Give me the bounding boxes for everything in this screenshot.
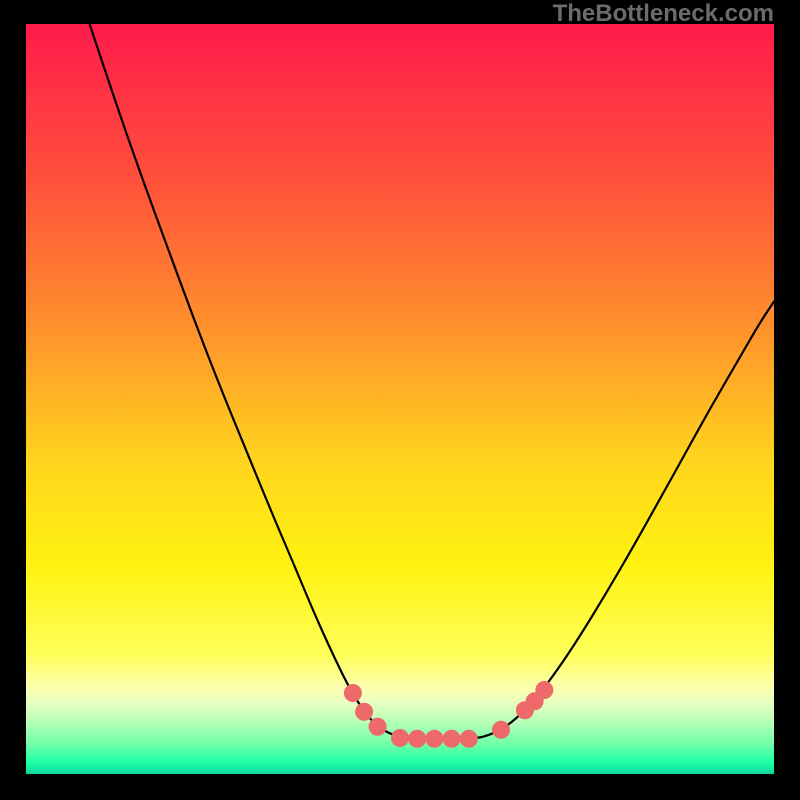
curve-marker [344, 685, 361, 702]
curve-marker [460, 730, 477, 747]
curve-markers [344, 682, 552, 748]
curve-marker [409, 730, 426, 747]
curve-layer [26, 24, 774, 774]
curve-marker [536, 682, 553, 699]
curve-marker [443, 730, 460, 747]
chart-stage: TheBottleneck.com [0, 0, 800, 800]
curve-marker [356, 703, 373, 720]
curve-marker [369, 718, 386, 735]
v-curve [90, 24, 774, 739]
curve-marker [426, 730, 443, 747]
plot-area [26, 24, 774, 774]
curve-marker [492, 721, 509, 738]
curve-marker [392, 730, 409, 747]
watermark-text: TheBottleneck.com [553, 0, 774, 28]
